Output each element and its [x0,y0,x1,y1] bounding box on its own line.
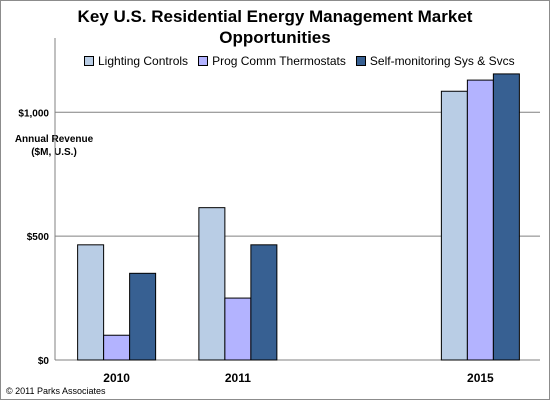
y-tick-label: $1,000 [18,108,49,119]
y-tick-label: $500 [27,232,50,243]
legend-swatch [355,56,366,66]
legend-item-self-monitoring: Self-monitoring Sys & Svcs [355,54,515,68]
legend-swatch [84,56,94,66]
bar [492,73,520,361]
bar [198,207,226,361]
chart-title-line-2: Opportunities [219,28,331,47]
bar [129,272,157,361]
x-tick-label: 2015 [467,371,494,385]
bar [224,297,252,361]
x-tick-label: 2011 [225,371,251,385]
y-axis-label: Annual Revenue ($M, U.S.) [12,133,96,159]
y-axis-label-line-2: ($M, U.S.) [31,147,77,158]
x-tick-label: 2010 [103,371,130,385]
chart-legend: Lighting Controls Prog Comm Thermostats … [84,53,525,69]
legend-label: Self-monitoring Sys & Svcs [369,54,515,68]
bar [103,334,131,361]
legend-label: Prog Comm Thermostats [212,54,346,68]
legend-item-prog-comm-thermostats: Prog Comm Thermostats [198,54,346,68]
chart-title: Key U.S. Residential Energy Management M… [0,6,550,48]
chart-title-line-1: Key U.S. Residential Energy Management M… [77,7,473,26]
legend-item-lighting-controls: Lighting Controls [84,54,188,68]
legend-label: Lighting Controls [98,54,189,68]
bar [250,244,278,361]
source-credit: © 2011 Parks Associates [6,386,106,396]
y-tick-label: $0 [38,356,50,367]
y-axis-label-line-1: Annual Revenue [14,134,94,145]
bar [77,244,105,361]
bar [440,90,468,361]
bar [466,79,494,361]
legend-swatch [198,56,209,66]
